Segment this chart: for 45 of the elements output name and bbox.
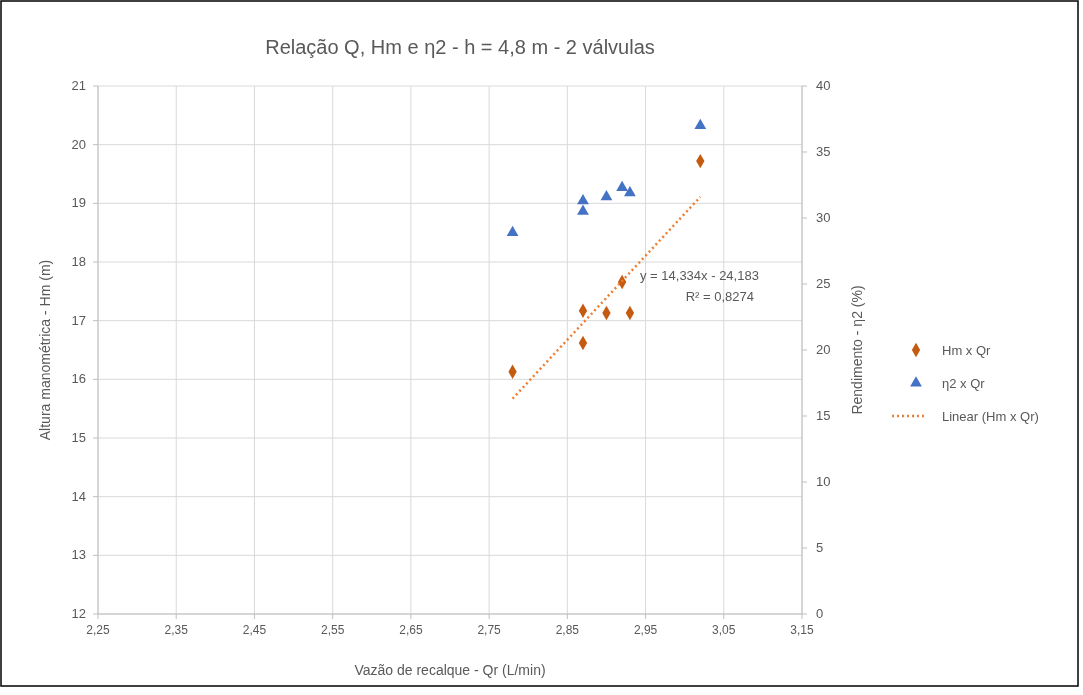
x-tick-label: 2,85: [555, 623, 580, 637]
annotation: R² = 0,8274: [685, 289, 754, 304]
y-tick-label: 12: [71, 606, 86, 621]
y-tick-label: 20: [71, 136, 86, 152]
point: [616, 180, 628, 192]
y2-tick-label: 10: [816, 474, 831, 489]
point: [624, 186, 636, 197]
point: [600, 190, 613, 201]
legend-label: Linear (Hm x Qr): [942, 409, 1039, 424]
x-tick-label: 2,35: [164, 623, 189, 637]
x-tick-label: 2,65: [399, 623, 423, 637]
point: [577, 204, 589, 215]
point: [577, 194, 589, 205]
x-axis-title: Vazão de recalque - Qr (L/min): [354, 662, 546, 678]
x-tick-label: 2,95: [633, 623, 658, 637]
y-tick-label: 17: [71, 312, 86, 328]
x-tick-label: 2,25: [86, 623, 110, 637]
y-tick-label: 19: [71, 195, 86, 211]
y-axis-title: Altura manométrica - Hm (m): [37, 259, 53, 441]
point: [506, 225, 519, 236]
legend-label: Hm x Qr: [942, 343, 992, 358]
annotation: y = 14,334x - 24,183: [640, 268, 759, 283]
y2-tick-label: 35: [816, 144, 831, 159]
y2-tick-label: 25: [816, 276, 831, 291]
y-tick-label: 13: [71, 547, 86, 563]
y2-tick-label: 5: [816, 540, 824, 555]
x-tick-label: 3,05: [712, 623, 736, 637]
y2-tick-label: 20: [816, 342, 831, 357]
point: [694, 118, 707, 129]
legend-label: η2 x Qr: [942, 376, 986, 391]
y-tick-label: 21: [71, 78, 86, 93]
y2-axis-title: Rendimento - η2 (%): [849, 285, 865, 415]
x-tick-label: 2,55: [320, 623, 345, 637]
y2-tick-label: 40: [816, 78, 831, 93]
y2-tick-label: 0: [816, 606, 824, 621]
y-tick-label: 18: [71, 254, 86, 269]
x-tick-label: 3,15: [790, 623, 814, 637]
x-tick-label: 2,45: [242, 623, 267, 637]
y2-tick-label: 15: [816, 408, 831, 423]
y2-tick-label: 30: [816, 210, 831, 225]
y-tick-label: 15: [71, 430, 86, 445]
y-tick-label: 16: [71, 371, 86, 387]
chart-title: Relação Q, Hm e η2 - h = 4,8 m - 2 válvulas: [265, 36, 655, 58]
x-tick-label: 2,75: [477, 623, 502, 637]
y-tick-label: 14: [71, 488, 86, 504]
